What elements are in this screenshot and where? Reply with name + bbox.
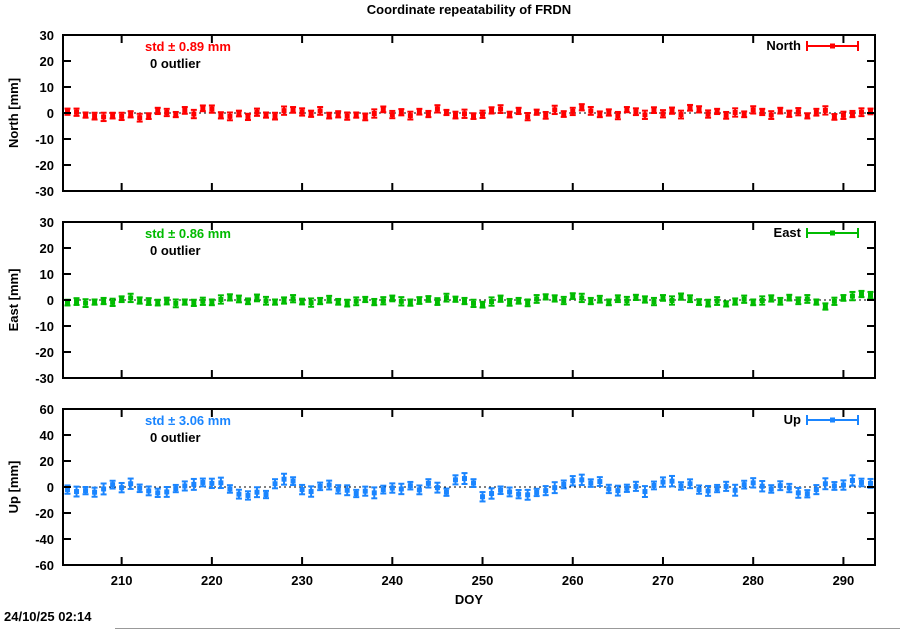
chart-title: Coordinate repeatability of FRDN <box>366 2 572 17</box>
svg-text:-20: -20 <box>35 506 54 521</box>
bottom-divider <box>115 628 900 629</box>
svg-text:40: 40 <box>40 428 54 443</box>
svg-text:30: 30 <box>40 28 54 43</box>
legend-label-up: Up <box>783 412 801 427</box>
svg-text:0: 0 <box>47 480 54 495</box>
y-axis-label-east: East [mm] <box>6 268 21 332</box>
svg-text:20: 20 <box>40 241 54 256</box>
svg-text:290: 290 <box>833 573 855 588</box>
svg-text:20: 20 <box>40 454 54 469</box>
svg-text:-60: -60 <box>35 558 54 573</box>
std-label-east: std ± 0.86 mm <box>145 226 231 241</box>
svg-text:60: 60 <box>40 402 54 417</box>
svg-text:0: 0 <box>47 293 54 308</box>
svg-text:-40: -40 <box>35 532 54 547</box>
svg-text:260: 260 <box>562 573 584 588</box>
svg-text:210: 210 <box>111 573 133 588</box>
y-axis-label-up: Up [mm] <box>6 460 21 514</box>
y-axis-label-north: North [mm] <box>6 77 21 149</box>
svg-text:10: 10 <box>40 80 54 95</box>
outlier-label-north: 0 outlier <box>150 56 201 71</box>
svg-text:270: 270 <box>652 573 674 588</box>
std-label-north: std ± 0.89 mm <box>145 39 231 54</box>
svg-text:-20: -20 <box>35 158 54 173</box>
svg-text:20: 20 <box>40 54 54 69</box>
plot-timestamp: 24/10/25 02:14 <box>4 609 92 624</box>
svg-text:220: 220 <box>201 573 223 588</box>
svg-text:30: 30 <box>40 215 54 230</box>
svg-text:10: 10 <box>40 267 54 282</box>
svg-text:0: 0 <box>47 106 54 121</box>
svg-text:-10: -10 <box>35 132 54 147</box>
svg-text:250: 250 <box>472 573 494 588</box>
svg-text:240: 240 <box>381 573 403 588</box>
outlier-label-up: 0 outlier <box>150 430 201 445</box>
x-axis-label: DOY <box>454 592 484 607</box>
svg-text:-30: -30 <box>35 371 54 386</box>
svg-text:230: 230 <box>291 573 313 588</box>
outlier-label-east: 0 outlier <box>150 243 201 258</box>
svg-text:-30: -30 <box>35 184 54 199</box>
svg-text:-20: -20 <box>35 345 54 360</box>
svg-text:280: 280 <box>742 573 764 588</box>
legend-label-north: North <box>766 38 801 53</box>
std-label-up: std ± 3.06 mm <box>145 413 231 428</box>
legend-label-east: East <box>773 225 801 240</box>
svg-text:-10: -10 <box>35 319 54 334</box>
